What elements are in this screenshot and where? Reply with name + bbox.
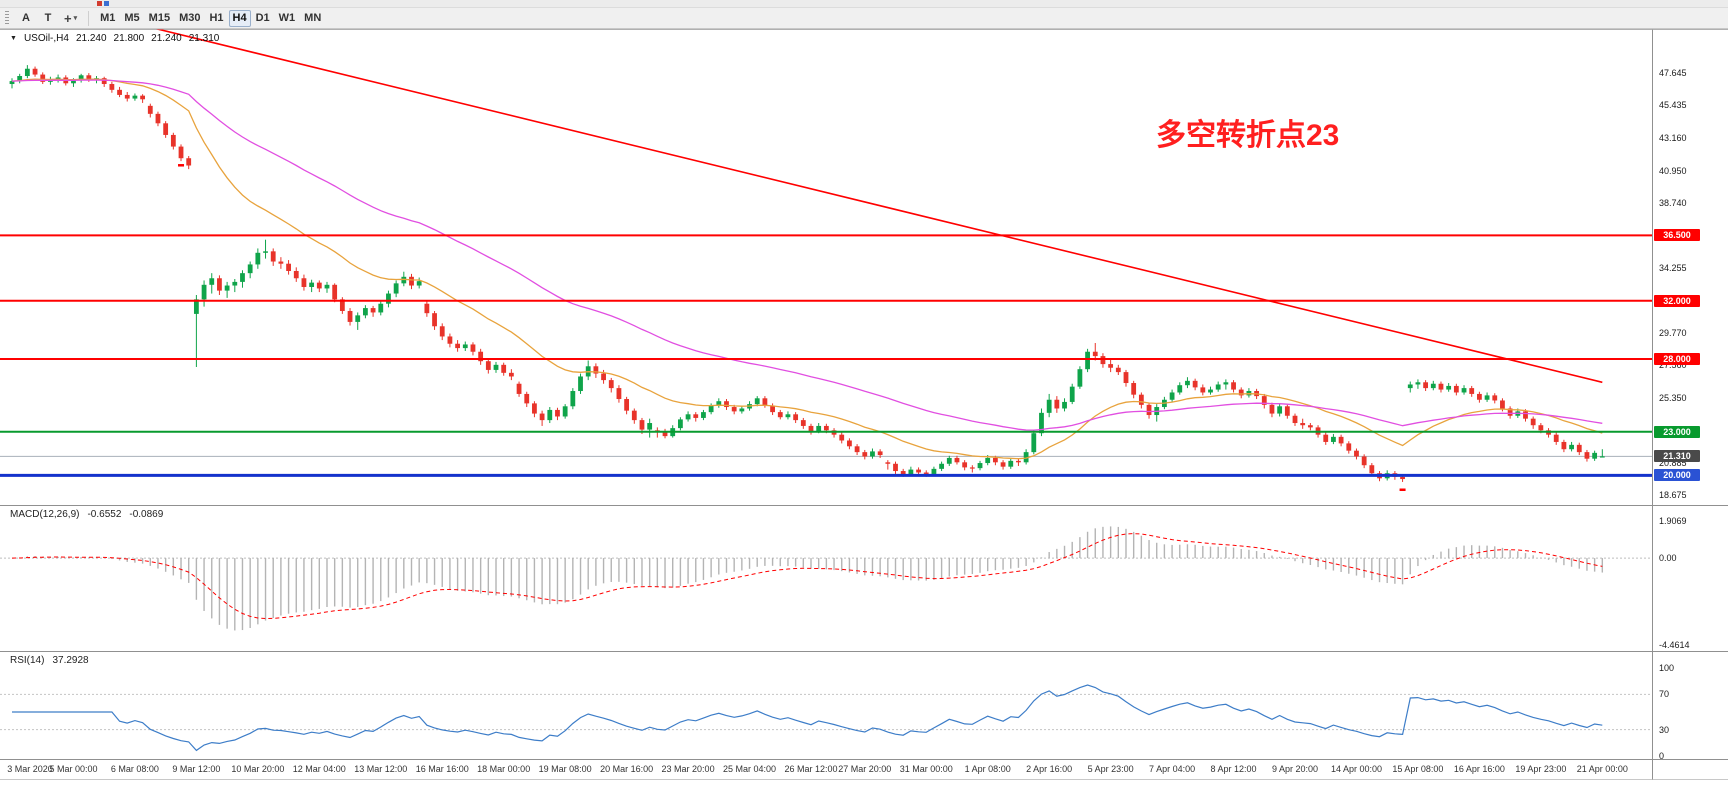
- symbol-period-label: USOil-,H4: [23, 33, 69, 44]
- time-axis-label: 18 Mar 00:00: [477, 764, 531, 774]
- price-tick: 34.255: [1659, 262, 1687, 273]
- price-tick: 18.675: [1659, 489, 1687, 500]
- dropdown-caret-icon: ▾: [73, 15, 78, 22]
- time-axis-label: 19 Apr 23:00: [1515, 764, 1567, 774]
- rsi-name: RSI(14): [10, 655, 45, 666]
- time-axis-label: 26 Mar 12:00: [784, 764, 838, 774]
- symbol-ohlc-readout: ▼ USOil-,H4 21.240 21.800 21.240 21.310: [10, 33, 219, 44]
- macd-scale-min: -4.4614: [1659, 640, 1690, 651]
- timeframe-button-m30[interactable]: M30: [175, 10, 204, 27]
- price-tick: 40.950: [1659, 165, 1687, 176]
- ma-slow-line: [11, 79, 1603, 431]
- text-tool-button[interactable]: T: [38, 10, 58, 27]
- timeframe-button-h4[interactable]: H4: [228, 9, 251, 27]
- time-axis-label: 15 Apr 08:00: [1392, 764, 1444, 774]
- timeframe-button-m15[interactable]: M15: [145, 10, 174, 27]
- time-axis-label: 27 Mar 20:00: [838, 764, 892, 774]
- time-axis-label: 2 Apr 16:00: [1026, 764, 1073, 774]
- toolbar-separator: [88, 10, 90, 26]
- price-level-badge: 20.000: [1654, 469, 1700, 482]
- chart-annotation-text: 多空转折点23: [1156, 119, 1340, 152]
- current-price-badge: 21.310: [1654, 450, 1700, 463]
- price-tick: 27.560: [1659, 360, 1687, 371]
- macd-main-value: -0.6552: [87, 509, 122, 520]
- price-tick: 43.160: [1659, 133, 1687, 144]
- time-axis-label: 21 Apr 00:00: [1576, 764, 1628, 774]
- price-tick: 25.350: [1659, 392, 1687, 403]
- macd-signal-value: -0.0869: [129, 509, 164, 520]
- sell-marker: [178, 164, 185, 167]
- timeframe-button-m1[interactable]: M1: [96, 10, 119, 27]
- time-axis-label: 7 Apr 04:00: [1149, 764, 1196, 774]
- macd-signal-line: [11, 533, 1603, 620]
- descending-trendline: [156, 29, 1603, 384]
- timeframe-button-d1[interactable]: D1: [252, 10, 274, 27]
- price-level-badge: 36.500: [1654, 229, 1700, 242]
- rsi-scale-label: 0: [1659, 751, 1665, 761]
- chart-dropdown-icon[interactable]: ▼: [10, 35, 17, 42]
- close-value: 21.310: [188, 33, 220, 44]
- time-axis-label: 10 Mar 20:00: [231, 764, 285, 774]
- timeframe-button-m5[interactable]: M5: [120, 10, 143, 27]
- crosshair-tool-button[interactable]: + ▾: [60, 10, 81, 27]
- time-axis-label: 6 Mar 08:00: [110, 764, 159, 774]
- time-axis-label: 5 Apr 23:00: [1087, 764, 1134, 774]
- time-axis-label: 14 Apr 00:00: [1330, 764, 1382, 774]
- cropped-icon-fragment: [97, 1, 102, 6]
- low-value: 21.240: [151, 33, 182, 44]
- macd-name: MACD(12,26,9): [10, 509, 80, 520]
- open-value: 21.240: [75, 33, 107, 44]
- price-tick: 29.770: [1659, 328, 1687, 339]
- rsi-value: 37.2928: [52, 655, 89, 666]
- time-axis-label: 23 Mar 20:00: [661, 764, 715, 774]
- time-axis-label: 16 Apr 16:00: [1453, 764, 1505, 774]
- rsi-line: [12, 684, 1603, 752]
- time-axis-label: 9 Mar 12:00: [172, 764, 221, 774]
- price-tick: 38.740: [1659, 197, 1687, 208]
- time-axis-label: 1 Apr 08:00: [964, 764, 1011, 774]
- timeframe-button-w1[interactable]: W1: [275, 10, 300, 27]
- time-axis-label: 12 Mar 04:00: [292, 764, 346, 774]
- price-level-badge: 32.000: [1654, 294, 1700, 307]
- high-value: 21.800: [113, 33, 145, 44]
- timeframe-group: M1 M5 M15 M30 H1 H4 D1 W1 MN: [96, 9, 325, 27]
- arrow-tool-button[interactable]: A: [16, 10, 36, 27]
- price-tick: 20.885: [1659, 457, 1687, 468]
- toolbar: A T + ▾ M1 M5 M15 M30 H1 H4 D1 W1 MN: [0, 8, 1728, 29]
- rsi-indicator-label: RSI(14) 37.2928: [10, 655, 89, 666]
- time-axis-label: 25 Mar 04:00: [723, 764, 777, 774]
- time-axis-label: 8 Apr 12:00: [1210, 764, 1257, 774]
- time-axis-label: 19 Mar 08:00: [538, 764, 592, 774]
- timeframe-button-h1[interactable]: H1: [205, 10, 227, 27]
- macd-indicator-label: MACD(12,26,9) -0.6552 -0.0869: [10, 509, 163, 520]
- price-tick: 45.435: [1659, 100, 1687, 111]
- crosshair-icon: +: [64, 10, 72, 26]
- cropped-icon-fragment: [104, 1, 109, 6]
- price-level-badge: 23.000: [1654, 425, 1700, 438]
- time-axis-label: 20 Mar 16:00: [600, 764, 654, 774]
- time-axis-label: 5 Mar 00:00: [49, 764, 98, 774]
- price-tick: 47.645: [1659, 68, 1687, 79]
- sell-marker: [1399, 488, 1406, 492]
- main-chart-layer: [0, 29, 1652, 492]
- time-axis-label: 31 Mar 00:00: [899, 764, 953, 774]
- time-axis-label: 16 Mar 16:00: [415, 764, 469, 774]
- rsi-scale-label: 30: [1659, 724, 1670, 735]
- ma-fast-line: [11, 78, 1603, 460]
- macd-scale-zero: 0.00: [1659, 553, 1677, 564]
- toolbar-grip[interactable]: [5, 11, 9, 25]
- time-axis-label: 9 Apr 20:00: [1271, 764, 1319, 774]
- macd-scale-max: 1.9069: [1659, 515, 1687, 526]
- macd-histogram: [18, 526, 1604, 631]
- time-axis-label: 13 Mar 12:00: [354, 764, 408, 774]
- time-axis-label: 3 Mar 2020: [7, 764, 53, 774]
- window-top-strip: [0, 0, 1728, 8]
- rsi-scale-label: 70: [1659, 689, 1670, 700]
- rsi-scale-label: 100: [1659, 663, 1675, 673]
- candles-layer: [9, 65, 1605, 482]
- timeframe-button-mn[interactable]: MN: [300, 10, 325, 27]
- price-level-badge: 28.000: [1654, 353, 1700, 365]
